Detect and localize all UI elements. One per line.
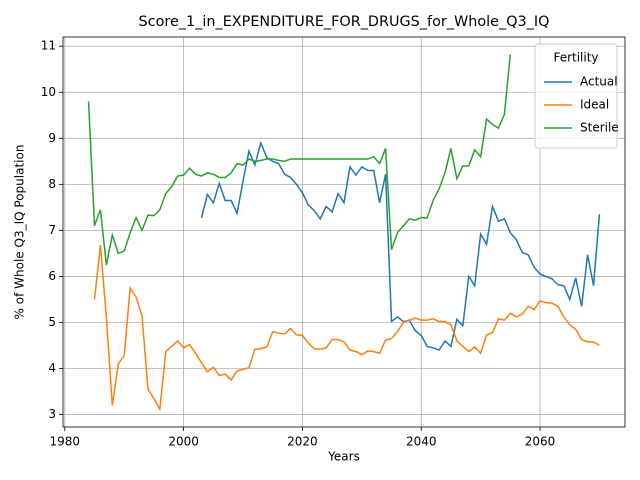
x-tick-label: 2000 [168,435,199,449]
legend-title: Fertility [553,51,598,65]
y-tick-label: 5 [48,315,56,329]
line-series [87,54,512,266]
y-tick-label: 10 [41,85,56,99]
y-tick-label: 9 [48,131,56,145]
x-tick-label: 2040 [406,435,437,449]
legend-label: Ideal [580,98,609,112]
plot-frame [62,36,626,428]
x-tick-label: 2020 [287,435,318,449]
y-tick-label: 4 [48,361,56,375]
y-axis-label: % of Whole Q3_IQ Population [13,145,27,320]
x-tick-label: 2060 [525,435,556,449]
y-tick-label: 6 [48,269,56,283]
x-tick-label: 1980 [50,435,81,449]
line-series [93,245,600,412]
chart-title: Score_1_in_EXPENDITURE_FOR_DRUGS_for_Who… [139,14,550,30]
legend-label: Actual [580,75,618,89]
x-axis-label: Years [327,450,360,464]
y-tick-label: 3 [48,407,56,421]
legend-label: Sterile [580,121,619,135]
y-tick-label: 11 [41,39,56,53]
y-tick-label: 8 [48,177,56,191]
legend-box [534,43,618,149]
line-series [200,140,601,352]
y-tick-label: 7 [48,223,56,237]
